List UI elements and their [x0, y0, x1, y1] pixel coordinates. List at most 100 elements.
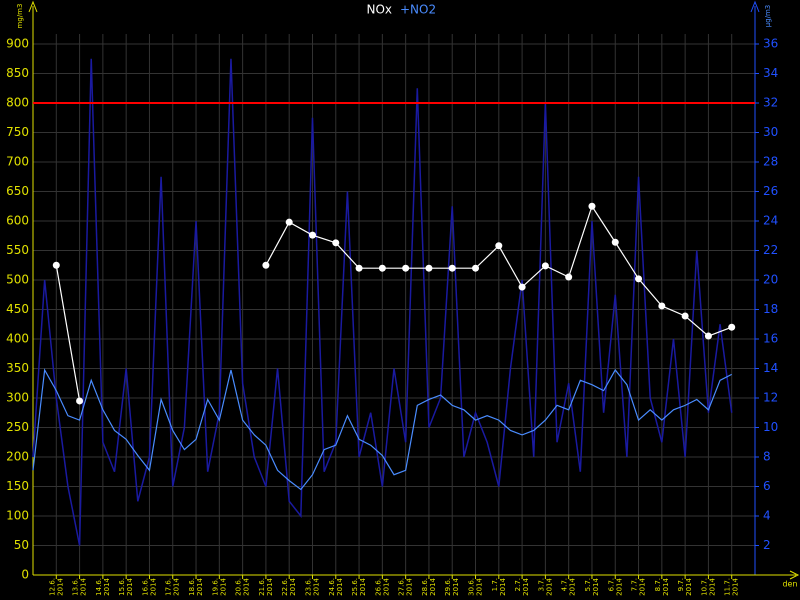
x-label: den — [782, 580, 797, 589]
x-tick-label: 7.7. — [631, 578, 639, 591]
y-tick-label: 200 — [6, 450, 29, 464]
x-tick-year: 2014 — [219, 577, 227, 595]
x-tick-year: 2014 — [126, 577, 134, 595]
y-tick-label: 300 — [6, 391, 29, 405]
y2-axis-arrow — [750, 0, 760, 13]
line-series — [32, 58, 733, 546]
legend-nox: NOx — [366, 3, 392, 17]
point — [262, 261, 270, 269]
y-tick-label: 500 — [6, 273, 29, 287]
x-tick-label: 20.6. — [235, 578, 243, 596]
x-tick-label: 6.7. — [607, 578, 615, 591]
x-tick-label: 12.6. — [48, 578, 56, 596]
point — [448, 264, 456, 272]
y2-tick-label: 36 — [763, 37, 778, 51]
y2-tick-label: 28 — [763, 155, 778, 169]
y2-unit: µg/m3 — [764, 5, 772, 28]
x-tick-label: 9.7. — [677, 578, 685, 591]
y2-tick-label: 8 — [763, 450, 771, 464]
point — [518, 283, 526, 291]
y-tick-label: 850 — [6, 66, 29, 80]
y2-tick-label: 12 — [763, 391, 778, 405]
y-unit: mg/m3 — [16, 4, 24, 29]
x-tick-label: 16.6. — [141, 578, 149, 596]
x-tick-year: 2014 — [56, 577, 64, 595]
x-tick-label: 28.6. — [421, 578, 429, 596]
y-tick-label: 50 — [14, 538, 29, 552]
x-tick-label: 8.7. — [654, 578, 662, 591]
x-tick-year: 2014 — [615, 577, 623, 595]
x-tick-year: 2014 — [662, 577, 670, 595]
x-tick-year: 2014 — [639, 577, 647, 595]
x-tick-year: 2014 — [382, 577, 390, 595]
point — [611, 238, 619, 246]
x-tick-label: 25.6. — [351, 578, 359, 596]
point — [355, 264, 363, 272]
point — [402, 264, 410, 272]
x-tick-label: 13.6. — [72, 578, 80, 596]
x-tick-year: 2014 — [312, 577, 320, 595]
x-tick-label: 18.6. — [188, 578, 196, 596]
point — [425, 264, 433, 272]
legend-no2: +NO2 — [400, 3, 436, 17]
x-tick-label: 26.6. — [374, 578, 382, 596]
x-tick-year: 2014 — [685, 577, 693, 595]
y-tick-label: 550 — [6, 243, 29, 257]
y-tick-label: 750 — [6, 125, 29, 139]
x-tick-year: 2014 — [592, 577, 600, 595]
y2-tick-label: 32 — [763, 96, 778, 110]
y2-tick-label: 10 — [763, 420, 778, 434]
x-tick-year: 2014 — [243, 577, 251, 595]
y2-tick-label: 22 — [763, 243, 778, 257]
x-tick-year: 2014 — [196, 577, 204, 595]
x-tick-label: 10.7. — [700, 578, 708, 596]
line-series — [32, 368, 732, 491]
y2-tick-label: 18 — [763, 302, 778, 316]
y2-tick-label: 16 — [763, 332, 778, 346]
point — [76, 397, 84, 405]
x-tick-label: 15.6. — [118, 578, 126, 596]
y-tick-label: 400 — [6, 332, 29, 346]
x-tick-year: 2014 — [289, 577, 297, 595]
x-tick-year: 2014 — [103, 577, 111, 595]
y-tick-label: 150 — [6, 479, 29, 493]
y-tick-label: 900 — [6, 37, 29, 51]
x-tick-year: 2014 — [708, 577, 716, 595]
point — [728, 323, 736, 331]
x-tick-year: 2014 — [545, 577, 553, 595]
x-tick-label: 1.7. — [491, 578, 499, 591]
x-tick-label: 11.7. — [724, 578, 732, 596]
x-axis-arrow — [789, 570, 800, 580]
x-tick-year: 2014 — [522, 577, 530, 595]
x-tick-label: 17.6. — [165, 578, 173, 596]
y-axis-arrow — [28, 0, 38, 13]
point — [658, 302, 666, 310]
x-tick-label: 4.7. — [561, 578, 569, 591]
plot: 0 50 100 150 200 250 300 350 400 450 500 550 600 650 7… — [6, 37, 778, 596]
y2-tick-label: 20 — [763, 273, 778, 287]
x-tick-label: 21.6. — [258, 578, 266, 596]
y-tick-label: 450 — [6, 302, 29, 316]
x-tick-year: 2014 — [359, 577, 367, 595]
x-tick-label: 30.6. — [468, 578, 476, 596]
x-tick-label: 14.6. — [95, 578, 103, 596]
y-tick-label: 800 — [6, 96, 29, 110]
y2-tick-label: 34 — [763, 66, 778, 80]
x-tick-year: 2014 — [429, 577, 437, 595]
y-tick-label: 0 — [21, 568, 29, 582]
point — [378, 264, 386, 272]
y2-tick-label: 24 — [763, 214, 778, 228]
x-tick-label: 3.7. — [537, 578, 545, 591]
x-tick-year: 2014 — [569, 577, 577, 595]
y-tick-label: 100 — [6, 509, 29, 523]
point — [472, 264, 480, 272]
point — [495, 242, 503, 250]
point — [332, 239, 340, 247]
point — [588, 202, 596, 210]
point — [52, 261, 60, 269]
y-tick-label: 350 — [6, 361, 29, 375]
y2-tick-label: 14 — [763, 361, 778, 375]
point — [541, 262, 549, 270]
x-tick-label: 22.6. — [281, 578, 289, 596]
